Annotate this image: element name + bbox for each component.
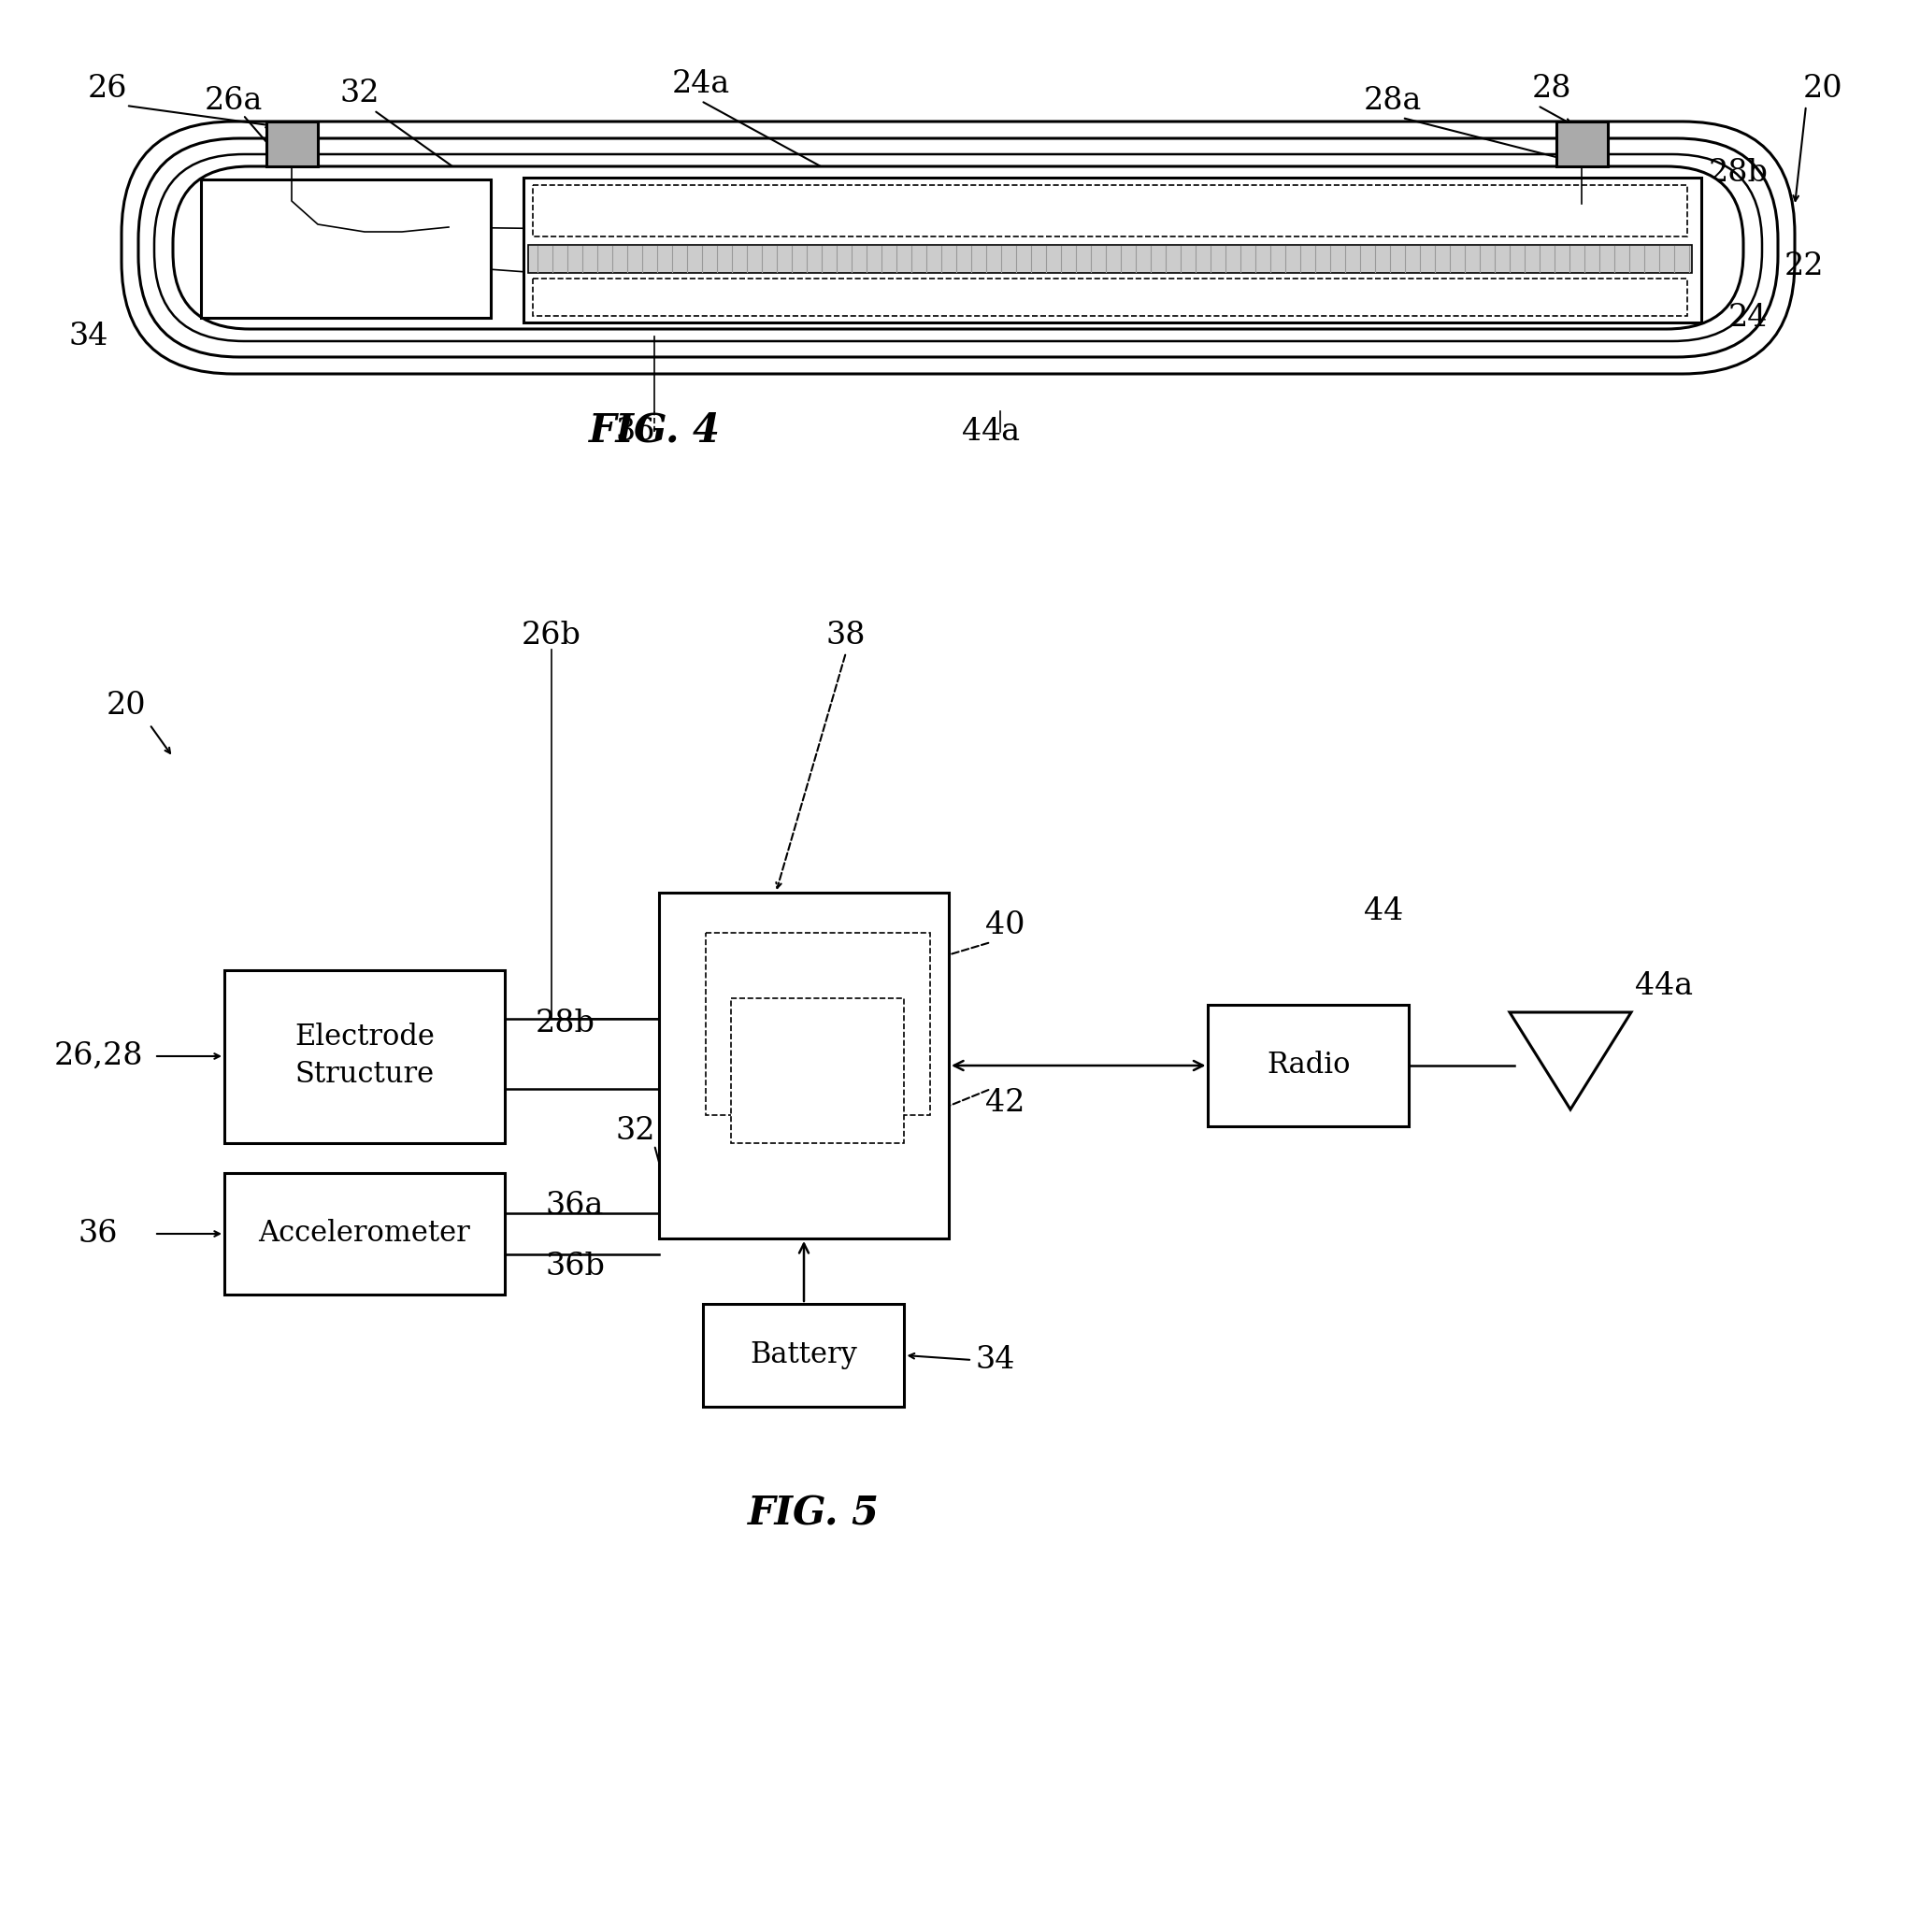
Text: 28: 28 <box>1531 73 1571 104</box>
FancyBboxPatch shape <box>139 139 1776 357</box>
Text: 44a: 44a <box>1633 972 1693 1001</box>
FancyBboxPatch shape <box>173 166 1742 328</box>
Text: FIG. 4: FIG. 4 <box>589 410 720 450</box>
Text: 36: 36 <box>616 417 656 446</box>
Bar <box>1208 1005 1409 1126</box>
Text: Accelerometer: Accelerometer <box>259 1219 471 1248</box>
Bar <box>225 970 505 1142</box>
Bar <box>267 122 318 166</box>
Bar <box>532 278 1687 317</box>
Text: 28a: 28a <box>1363 87 1422 116</box>
Text: 32: 32 <box>616 1117 656 1146</box>
Bar <box>524 178 1700 323</box>
Text: 34: 34 <box>69 321 109 352</box>
Text: 26a: 26a <box>204 87 263 116</box>
Text: Electrode: Electrode <box>294 1024 435 1053</box>
Text: 24: 24 <box>1727 303 1767 332</box>
Bar <box>732 997 903 1142</box>
Text: 24a: 24a <box>671 70 730 99</box>
Text: 36: 36 <box>78 1219 118 1248</box>
Text: 20: 20 <box>107 692 147 721</box>
Bar <box>532 185 1687 236</box>
Text: 26: 26 <box>88 73 128 104</box>
Text: 44a: 44a <box>961 417 1020 446</box>
Text: 36b: 36b <box>545 1252 604 1281</box>
Bar <box>200 180 490 317</box>
Text: 26,28: 26,28 <box>53 1041 143 1070</box>
FancyBboxPatch shape <box>154 155 1761 342</box>
Text: 32: 32 <box>339 79 379 108</box>
Text: Radio: Radio <box>1266 1051 1349 1080</box>
Text: FIG. 5: FIG. 5 <box>747 1495 879 1534</box>
Text: 28b: 28b <box>1708 158 1767 187</box>
Text: 42: 42 <box>985 1088 1024 1119</box>
Text: 44: 44 <box>1363 896 1403 925</box>
Text: Battery: Battery <box>749 1341 858 1370</box>
Text: 38: 38 <box>825 620 865 651</box>
Text: 26b: 26b <box>208 218 269 249</box>
Bar <box>528 245 1691 272</box>
Text: 22: 22 <box>1784 251 1822 282</box>
Text: 36a: 36a <box>545 1190 604 1221</box>
Text: 20: 20 <box>1801 73 1841 104</box>
Text: 34: 34 <box>976 1345 1014 1376</box>
Text: 28b: 28b <box>536 1009 595 1037</box>
Polygon shape <box>1510 1012 1630 1109</box>
Bar <box>703 1304 903 1406</box>
Bar <box>1555 122 1607 166</box>
FancyBboxPatch shape <box>122 122 1794 375</box>
Text: Structure: Structure <box>295 1061 435 1090</box>
Bar <box>659 893 949 1238</box>
Bar <box>705 933 930 1115</box>
Bar <box>225 1173 505 1294</box>
Text: 40: 40 <box>985 910 1024 941</box>
Text: 26b: 26b <box>522 620 581 651</box>
